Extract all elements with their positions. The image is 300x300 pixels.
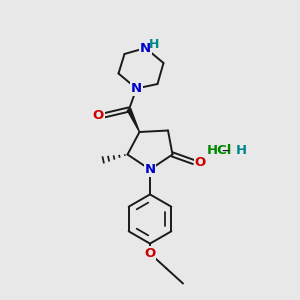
Text: N: N	[140, 41, 151, 55]
Text: O: O	[92, 109, 104, 122]
Text: –: –	[222, 142, 230, 158]
Text: O: O	[194, 155, 206, 169]
Text: H: H	[236, 143, 247, 157]
Text: HCl: HCl	[207, 143, 232, 157]
Text: N: N	[144, 163, 156, 176]
Text: N: N	[131, 82, 142, 95]
Polygon shape	[127, 109, 140, 132]
Text: H: H	[149, 38, 159, 52]
Text: O: O	[144, 247, 156, 260]
